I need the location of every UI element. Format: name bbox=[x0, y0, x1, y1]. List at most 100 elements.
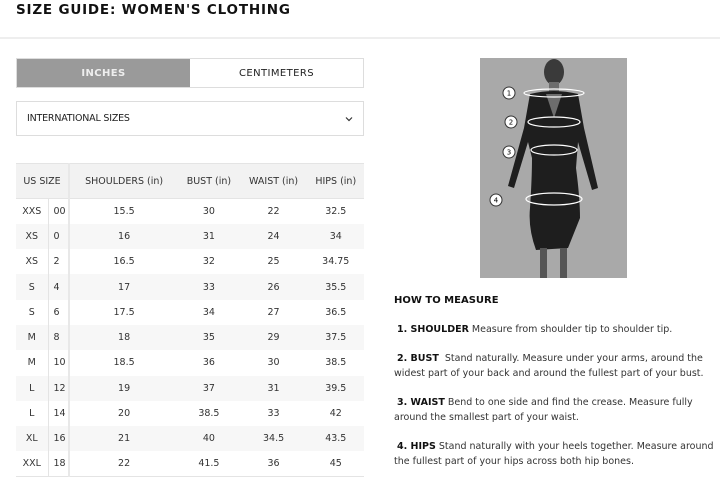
unit-tabs: INCHES CENTIMETERS bbox=[16, 58, 364, 88]
cell-bust: 35 bbox=[178, 324, 240, 351]
cell-size-number: 12 bbox=[47, 375, 69, 401]
step-label: 4. HIPS bbox=[397, 441, 436, 452]
page-title: SIZE GUIDE: WOMEN'S CLOTHING bbox=[16, 2, 291, 18]
cell-size-letter: M bbox=[16, 324, 48, 351]
cell-size-number: 18 bbox=[47, 451, 69, 478]
measurement-figure: 1 2 3 4 bbox=[480, 58, 627, 278]
cell-size-letter: S bbox=[16, 274, 48, 300]
table-row: L 12 19 37 31 39.5 bbox=[16, 375, 364, 401]
cell-bust: 32 bbox=[202, 256, 215, 268]
table-row: XXS 00 15.5 30 22 32.5 bbox=[16, 198, 364, 224]
cell-size-letter: M bbox=[27, 357, 36, 369]
cell-hips: 45 bbox=[307, 451, 364, 478]
how-to-measure: HOW TO MEASURE 1. SHOULDER Measure from … bbox=[394, 293, 714, 483]
table-row: XXL 18 22 41.5 36 45 bbox=[16, 451, 364, 478]
cell-bust: 41.5 bbox=[178, 451, 240, 478]
cell-size-number: 14 bbox=[47, 400, 69, 427]
step-label: 3. WAIST bbox=[397, 397, 445, 408]
cell-size-number: 10 bbox=[47, 350, 69, 376]
step-text: Stand naturally with your heels together… bbox=[394, 441, 714, 467]
cell-waist: 25 bbox=[267, 256, 280, 268]
cell-size-number: 0 bbox=[47, 223, 69, 250]
size-table: US SIZE SHOULDERS (in) BUST (in) WAIST (… bbox=[16, 163, 364, 478]
table-row: XS 2 16.5 32 25 34.75 bbox=[16, 249, 364, 275]
cell-shoulders: 22 bbox=[67, 451, 179, 478]
tab-centimeters[interactable]: CENTIMETERS bbox=[239, 67, 314, 79]
cell-shoulders: 16 bbox=[67, 223, 179, 250]
cell-shoulders: 16.5 bbox=[67, 249, 179, 275]
cell-hips: 35.5 bbox=[307, 274, 364, 300]
table-row: S 6 17.5 34 27 36.5 bbox=[16, 299, 364, 325]
cell-hips: 38.5 bbox=[325, 357, 347, 369]
cell-shoulders: 19 bbox=[67, 375, 179, 401]
cell-hips: 34 bbox=[307, 223, 364, 250]
cell-bust: 31 bbox=[178, 223, 240, 250]
header-bust: BUST (in) bbox=[178, 163, 240, 199]
step-hips: 4. HIPS Stand naturally with your heels … bbox=[394, 439, 714, 469]
size-system-value: INTERNATIONAL SIZES bbox=[27, 113, 130, 124]
table-row: M 8 18 35 29 37.5 bbox=[16, 324, 364, 351]
cell-size-number: 4 bbox=[47, 274, 69, 300]
cell-shoulders: 17 bbox=[67, 274, 179, 300]
header-shoulders: SHOULDERS (in) bbox=[67, 163, 179, 199]
cell-shoulders: 18 bbox=[67, 324, 179, 351]
marker-1: 1 bbox=[507, 90, 511, 98]
cell-size-letter: XS bbox=[16, 223, 48, 250]
cell-size-letter: XXS bbox=[22, 205, 42, 217]
step-shoulder: 1. SHOULDER Measure from shoulder tip to… bbox=[394, 322, 714, 337]
header-us-size: US SIZE bbox=[16, 163, 69, 199]
divider bbox=[0, 37, 720, 39]
cell-bust: 30 bbox=[202, 205, 215, 217]
cell-waist: 26 bbox=[239, 274, 308, 300]
cell-bust: 38.5 bbox=[198, 408, 220, 420]
cell-waist: 36 bbox=[239, 451, 308, 478]
cell-hips: 39.5 bbox=[307, 375, 364, 401]
cell-bust: 34 bbox=[202, 306, 215, 318]
cell-size-letter: L bbox=[16, 375, 48, 401]
cell-bust: 33 bbox=[178, 274, 240, 300]
cell-size-number: 00 bbox=[47, 198, 69, 224]
marker-4: 4 bbox=[494, 197, 499, 205]
cell-size-number: 2 bbox=[47, 249, 69, 275]
cell-size-number: 8 bbox=[47, 324, 69, 351]
cell-hips: 37.5 bbox=[307, 324, 364, 351]
size-system-select[interactable]: INTERNATIONAL SIZES bbox=[16, 101, 364, 136]
cell-bust: 40 bbox=[178, 426, 240, 452]
model-silhouette-image: 1 2 3 4 bbox=[489, 59, 598, 278]
cell-waist: 22 bbox=[267, 205, 280, 217]
cell-waist: 30 bbox=[267, 357, 280, 369]
table-row: XS 0 16 31 24 34 bbox=[16, 223, 364, 250]
step-bust: 2. BUST Stand naturally. Measure under y… bbox=[394, 351, 714, 381]
table-row: L 14 20 38.5 33 42 bbox=[16, 400, 364, 427]
cell-waist: 33 bbox=[267, 408, 280, 420]
cell-bust: 36 bbox=[202, 357, 215, 369]
cell-waist: 24 bbox=[239, 223, 308, 250]
cell-hips: 36.5 bbox=[325, 306, 347, 318]
cell-bust: 37 bbox=[178, 375, 240, 401]
cell-hips: 43.5 bbox=[307, 426, 364, 452]
marker-3: 3 bbox=[507, 149, 511, 157]
tab-inches[interactable]: INCHES bbox=[17, 59, 190, 87]
chevron-down-icon bbox=[345, 116, 353, 121]
cell-shoulders: 21 bbox=[67, 426, 179, 452]
step-text: Measure from shoulder tip to shoulder ti… bbox=[471, 324, 673, 335]
cell-size-letter: S bbox=[28, 306, 35, 318]
table-row: S 4 17 33 26 35.5 bbox=[16, 274, 364, 300]
header-waist: WAIST (in) bbox=[239, 163, 308, 199]
step-label: 1. SHOULDER bbox=[397, 324, 469, 335]
cell-size-letter: XL bbox=[16, 426, 48, 452]
step-waist: 3. WAIST Bend to one side and find the c… bbox=[394, 395, 714, 425]
cell-shoulders: 15.5 bbox=[67, 198, 179, 224]
cell-shoulders: 17.5 bbox=[67, 299, 179, 325]
cell-waist: 27 bbox=[267, 306, 280, 318]
table-header-row: US SIZE SHOULDERS (in) BUST (in) WAIST (… bbox=[16, 163, 364, 199]
cell-size-letter: L bbox=[29, 408, 35, 420]
cell-size-letter: XXL bbox=[16, 451, 48, 478]
cell-shoulders: 18.5 bbox=[67, 350, 179, 376]
how-to-heading: HOW TO MEASURE bbox=[394, 295, 499, 306]
cell-shoulders: 20 bbox=[67, 400, 179, 427]
step-text: Stand naturally. Measure under your arms… bbox=[394, 353, 704, 379]
cell-waist: 31 bbox=[239, 375, 308, 401]
step-text: Bend to one side and find the crease. Me… bbox=[394, 397, 693, 423]
marker-2: 2 bbox=[509, 119, 513, 127]
